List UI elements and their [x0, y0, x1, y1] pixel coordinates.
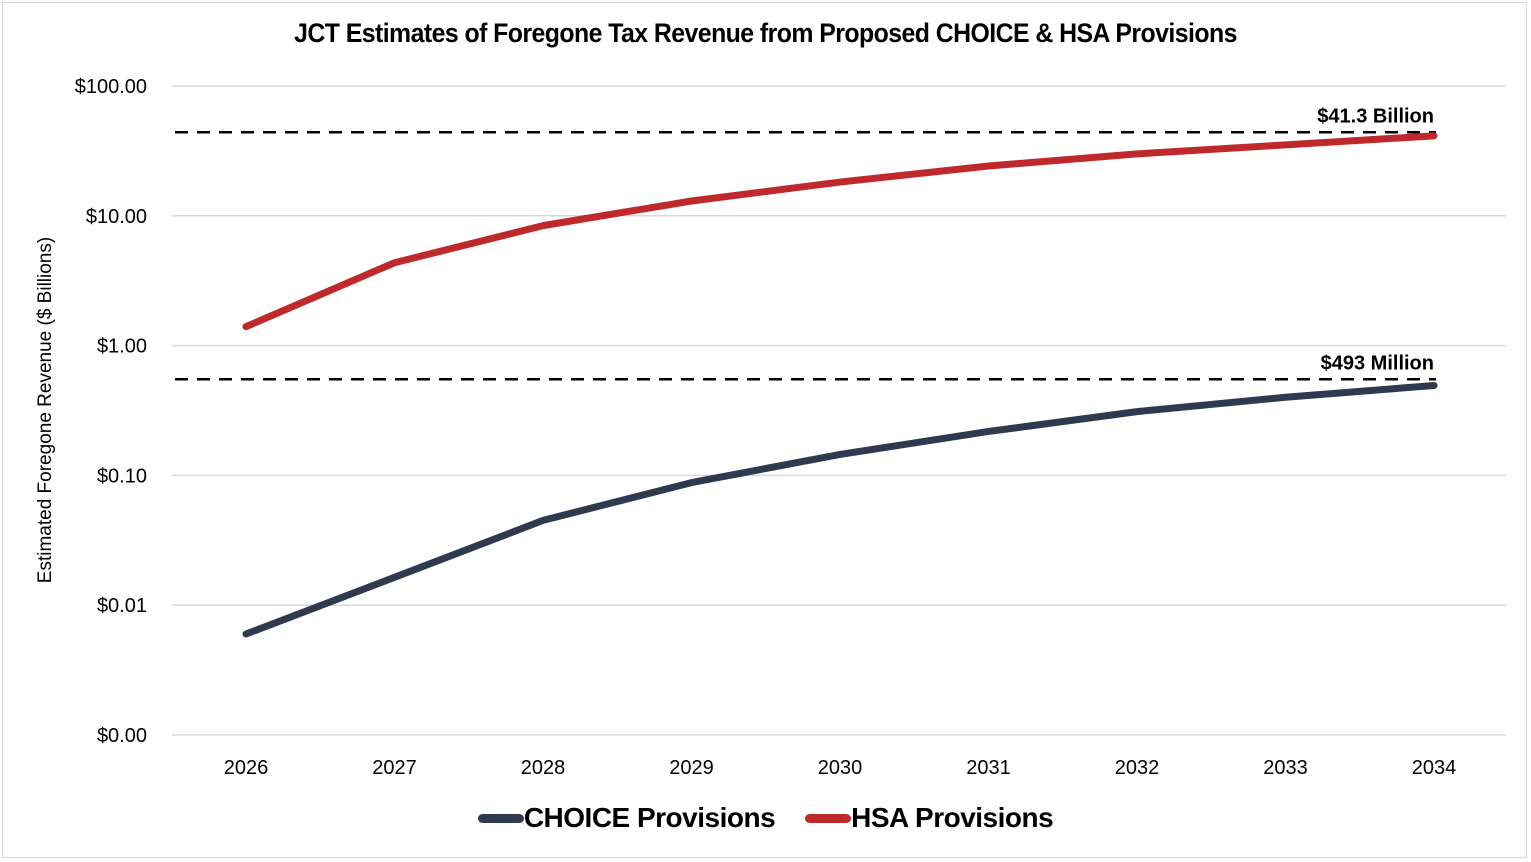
series-line-hsa-provisions [242, 132, 1438, 331]
x-tick-label: 2032 [1115, 757, 1160, 779]
y-tick-label: $0.00 [97, 725, 147, 747]
legend-item-choice[interactable]: CHOICE Provisions [477, 802, 776, 834]
legend-swatch-hsa [805, 813, 852, 823]
y-tick-label: $1.00 [97, 336, 147, 358]
x-tick-label: 2027 [372, 757, 417, 779]
legend-swatch-choice [477, 813, 524, 823]
x-tick-label: 2030 [818, 757, 863, 779]
y-tick-label: $0.01 [97, 595, 147, 617]
series-line-choice-provisions [242, 381, 1438, 638]
y-tick-label: $10.00 [86, 206, 147, 228]
legend-item-hsa[interactable]: HSA Provisions [805, 802, 1054, 834]
chart-title: JCT Estimates of Foregone Tax Revenue fr… [294, 18, 1237, 48]
annotation-label: $41.3 Billion [1317, 105, 1434, 127]
x-tick-label: 2034 [1412, 757, 1457, 779]
x-tick-label: 2028 [521, 757, 566, 779]
y-axis-label: Estimated Foregone Revenue ($ Billions) [35, 237, 56, 583]
x-tick-label: 2031 [966, 757, 1011, 779]
legend: CHOICE Provisions HSA Provisions [0, 802, 1531, 834]
legend-label-choice: CHOICE Provisions [523, 802, 776, 833]
x-tick-label: 2026 [224, 757, 269, 779]
x-tick-label: 2029 [669, 757, 714, 779]
y-tick-label: $100.00 [75, 76, 147, 98]
x-tick-label: 2033 [1263, 757, 1308, 779]
legend-label-hsa: HSA Provisions [851, 802, 1054, 833]
annotation-label: $493 Million [1321, 352, 1434, 374]
y-tick-label: $0.10 [97, 465, 147, 487]
